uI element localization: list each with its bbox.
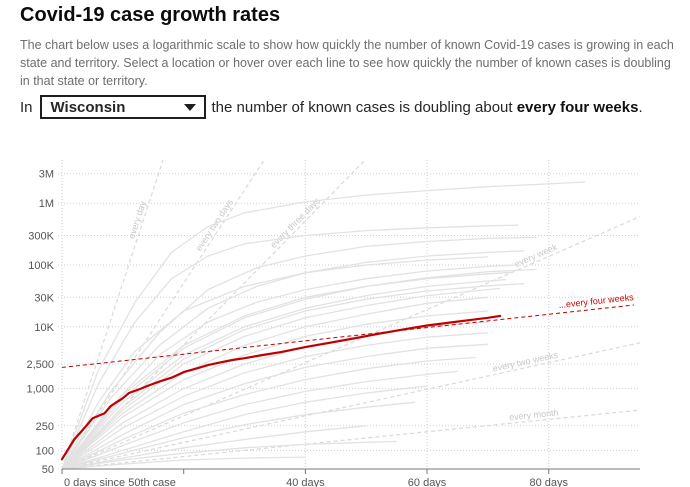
page-title: Covid-19 case growth rates	[20, 4, 281, 26]
location-line[interactable]	[61, 296, 488, 470]
doubling-guide-line	[61, 342, 641, 470]
y-tick-label: 2,500	[26, 359, 54, 371]
y-tick-label: 250	[36, 421, 54, 433]
chevron-down-icon	[183, 103, 196, 111]
x-tick-label: 60 days	[408, 477, 447, 487]
chart-description: The chart below uses a logarithmic scale…	[20, 38, 674, 88]
doubling-guides: every day every two days every three dayse…	[61, 159, 641, 470]
location-line[interactable]	[61, 236, 537, 470]
location-line[interactable]	[61, 250, 525, 470]
doubling-guide-line	[61, 215, 641, 470]
location-dropdown-value: Wisconsin	[50, 98, 126, 116]
doubling-guide-label: every month	[509, 407, 559, 422]
y-tick-label: 100K	[28, 260, 54, 272]
highlighted-location-line[interactable]	[60, 314, 502, 461]
location-line[interactable]	[61, 224, 519, 470]
highlighted-location[interactable]	[60, 314, 502, 461]
y-tick-label: 100	[36, 445, 54, 457]
y-tick-label: 30K	[34, 292, 54, 304]
location-line[interactable]	[61, 264, 519, 470]
location-lines[interactable]	[61, 181, 586, 470]
y-tick-label: 10K	[34, 322, 54, 334]
location-line[interactable]	[61, 385, 428, 470]
location-line[interactable]	[61, 401, 415, 470]
location-line[interactable]	[61, 268, 537, 470]
location-line[interactable]	[61, 456, 306, 470]
location-line[interactable]	[61, 332, 488, 470]
sentence-end: .	[638, 98, 643, 116]
location-line[interactable]	[61, 287, 501, 470]
location-line[interactable]	[61, 181, 586, 470]
location-line[interactable]	[61, 278, 507, 470]
x-tick-label: 40 days	[286, 477, 325, 487]
reference-guide-line	[61, 304, 634, 368]
location-line[interactable]	[61, 440, 397, 470]
x-tick-label: 0 days since 50th case	[64, 477, 176, 487]
location-line[interactable]	[61, 356, 476, 470]
doubling-sentence: the number of known cases is doubling ab…	[212, 99, 643, 116]
selector-prefix: In	[20, 98, 33, 116]
y-tick-label: 1,000	[26, 384, 54, 396]
x-tick-label: 80 days	[529, 477, 568, 487]
doubling-guide-label: every day	[126, 199, 148, 240]
doubling-guide-line	[61, 409, 641, 470]
doubling-guide-line	[61, 159, 164, 470]
y-tick-label: 300K	[28, 231, 54, 243]
doubling-guide-label: every two days	[194, 197, 235, 253]
location-line[interactable]	[61, 256, 488, 470]
doubling-rate: every four weeks	[516, 98, 639, 116]
sentence-start: the number of known cases is doubling ab…	[211, 98, 513, 116]
location-line[interactable]	[61, 310, 488, 470]
location-line[interactable]	[61, 282, 525, 470]
growth-chart: every day every two days every three dayse…	[26, 159, 641, 487]
axes: 50 100 250 1,000 2,500 10K 30K 100K 300K 1M 3M 0 da…	[26, 169, 640, 487]
location-sentence: In Wisconsin the number of known cases i…	[20, 93, 643, 121]
location-line[interactable]	[61, 343, 488, 470]
y-tick-label: 50	[42, 464, 54, 476]
doubling-guide-line	[61, 159, 265, 470]
location-dropdown[interactable]: Wisconsin	[39, 95, 206, 119]
y-tick-label: 3M	[39, 169, 54, 181]
location-line[interactable]	[61, 425, 367, 470]
y-tick-label: 1M	[39, 198, 54, 210]
location-line[interactable]	[61, 271, 513, 470]
reference-guide-label: ...every four weeks	[558, 292, 635, 310]
location-line[interactable]	[61, 370, 458, 470]
